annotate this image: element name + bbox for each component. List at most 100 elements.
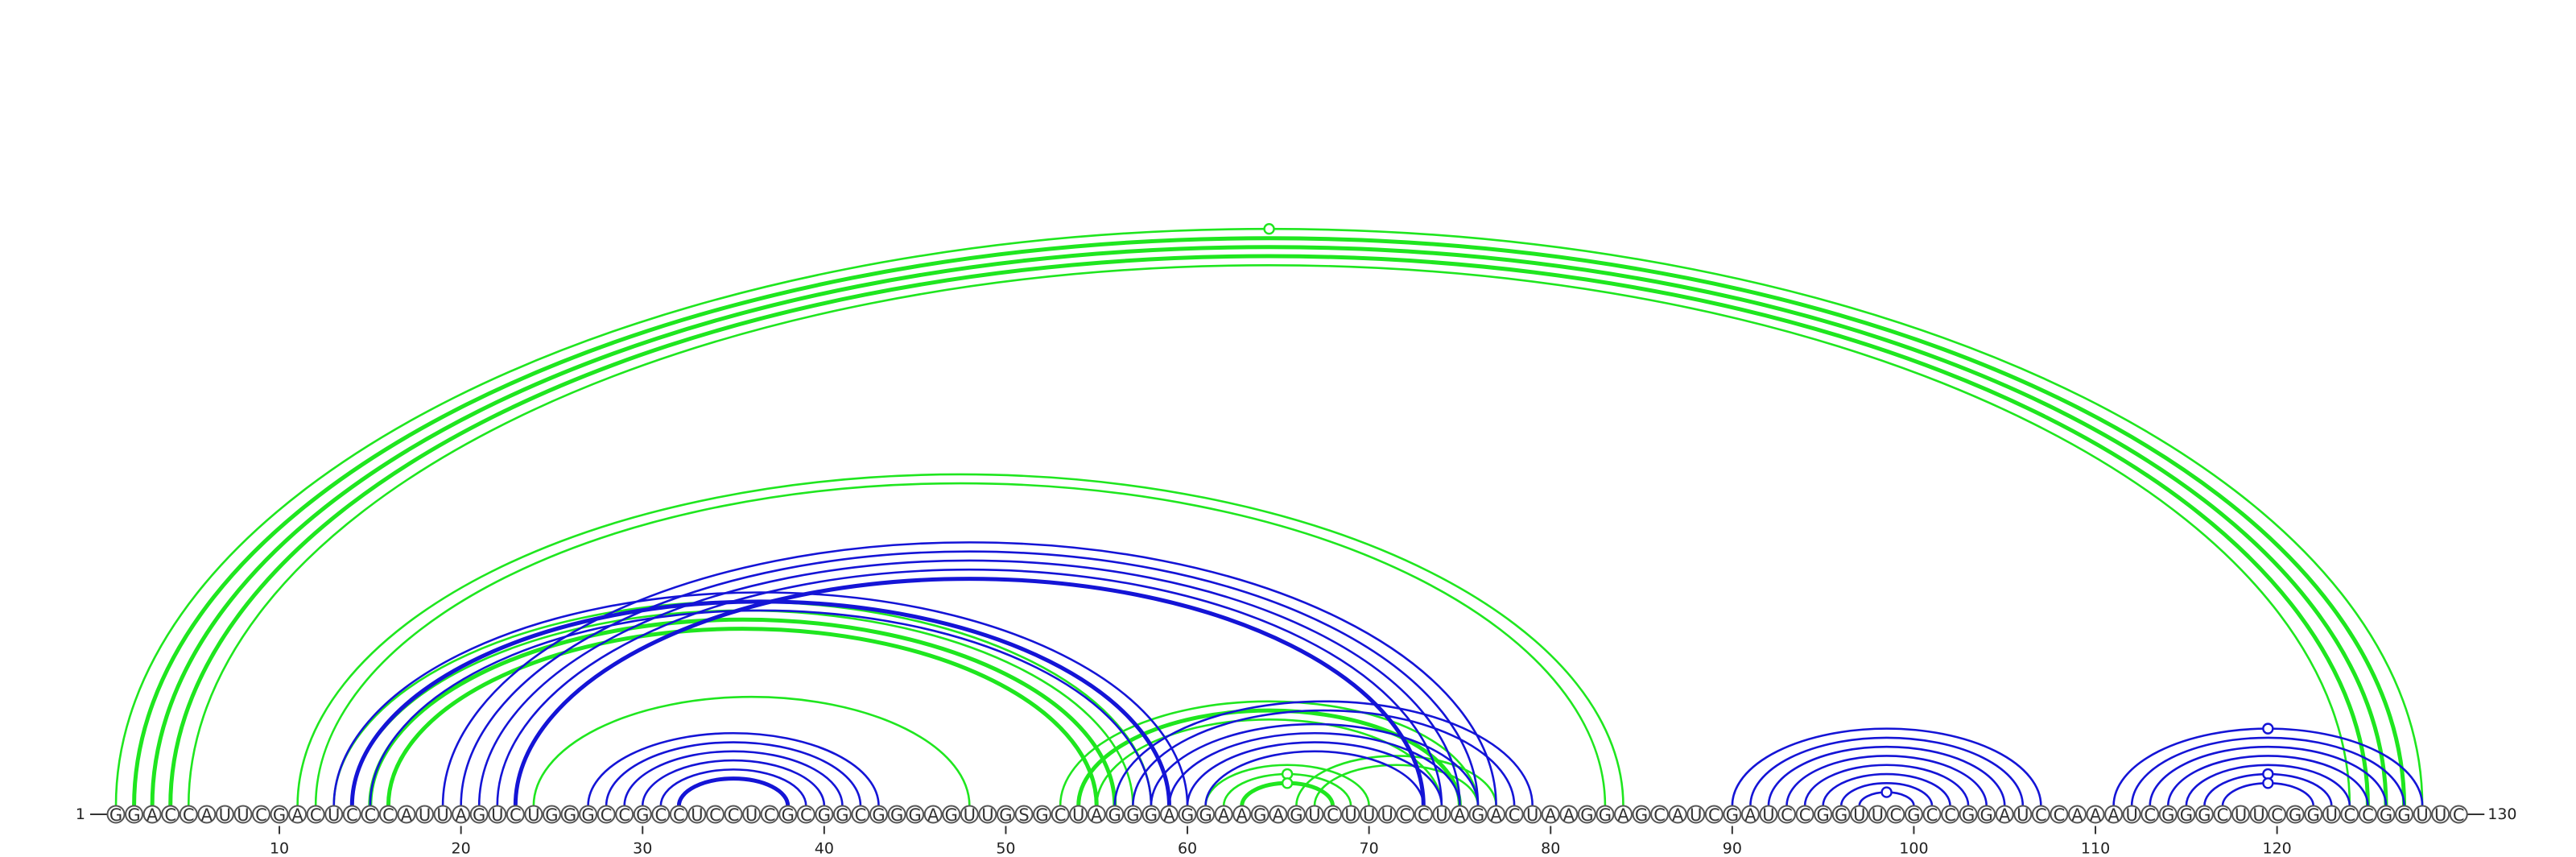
- nucleotide-116: G: [2194, 805, 2214, 825]
- nucleotide-letter: G: [109, 805, 122, 825]
- green-arcs-layer: [114, 227, 2424, 806]
- nucleotide-letter: G: [473, 805, 485, 825]
- blue-arc-94-103: [1803, 764, 1970, 806]
- position-ticks: 10 20 30 40 50 60 70 80 90 100 110 120: [270, 826, 2292, 857]
- nucleotide-letter: A: [147, 805, 159, 825]
- tick-label-100: 100: [1899, 840, 1928, 857]
- nucleotide-letter: C: [1653, 805, 1666, 825]
- nucleotide-letter: G: [1199, 805, 1212, 825]
- nucleotide-98: U: [1868, 805, 1887, 825]
- nucleotide-44: G: [887, 805, 906, 825]
- nucleotide-15: C: [361, 805, 380, 825]
- nucleotide-letter: G: [945, 805, 958, 825]
- nucleotide-letter: C: [346, 805, 358, 825]
- nucleotide-letter: G: [1835, 805, 1847, 825]
- blue-arc-111-128: [2112, 727, 2424, 806]
- nucleotide-letter: G: [273, 805, 286, 825]
- nucleotide-letter: G: [545, 805, 558, 825]
- blue-arc-57-78: [1132, 709, 1516, 806]
- nucleotide-102: C: [1941, 805, 1960, 825]
- nucleotide-20: A: [452, 805, 471, 825]
- tick-label-80: 80: [1541, 840, 1560, 857]
- tick-label-20: 20: [452, 840, 471, 857]
- nucleotide-82: G: [1577, 805, 1596, 825]
- nucleotide-30: G: [633, 805, 652, 825]
- nucleotide-124: C: [2340, 805, 2359, 825]
- nucleotide-26: G: [560, 805, 580, 825]
- nucleotide-letter: A: [401, 805, 413, 825]
- nucleotide-10: G: [270, 805, 289, 825]
- nucleotide-letter: U: [491, 805, 503, 825]
- nucleotide-113: C: [2140, 805, 2160, 825]
- nucleotide-letter: G: [1635, 805, 1648, 825]
- green-arc-15-56: [368, 617, 1117, 806]
- nucleotide-letter: C: [673, 805, 685, 825]
- nucleotide-letter: A: [455, 805, 467, 825]
- nucleotide-34: C: [705, 805, 724, 825]
- green-arc-24-48: [532, 695, 971, 806]
- nucleotide-letter: U: [1690, 805, 1702, 825]
- nucleotide-letter: C: [709, 805, 721, 825]
- nucleotide-letter: A: [1218, 805, 1230, 825]
- nucleotide-106: U: [2013, 805, 2033, 825]
- nucleotide-letter: G: [1126, 805, 1139, 825]
- nucleotide-letter: U: [2125, 805, 2137, 825]
- tick-label-30: 30: [633, 840, 652, 857]
- nucleotide-letter: C: [2144, 805, 2156, 825]
- nucleotide-letter: G: [636, 805, 649, 825]
- blue-arc-21-75: [477, 559, 1461, 806]
- nucleotide-19: U: [433, 805, 452, 825]
- nucleotide-letter: C: [255, 805, 267, 825]
- nucleotide-107: C: [2031, 805, 2050, 825]
- nucleotide-18: U: [415, 805, 435, 825]
- blue-arc-59-75: [1168, 732, 1461, 806]
- blue-arc-27-43: [587, 732, 880, 806]
- blue-arc-112-127: [2130, 736, 2405, 806]
- nucleotide-letter: C: [764, 805, 776, 825]
- blue-arc-56-79: [1113, 700, 1534, 806]
- nucleotide-letter: G: [999, 805, 1012, 825]
- nucleotide-letter: G: [1816, 805, 1829, 825]
- nucleotide-letter: C: [365, 805, 377, 825]
- nucleotide-49: U: [978, 805, 997, 825]
- green-arc-3-126: [150, 245, 2388, 806]
- nucleotide-letter: C: [2344, 805, 2356, 825]
- nucleotide-62: A: [1214, 805, 1233, 825]
- blue-arc-28-42: [605, 741, 862, 806]
- green-arc-11-84: [296, 473, 1624, 806]
- nucleotide-letter: U: [745, 805, 758, 825]
- blue-arc-14-59: [349, 599, 1171, 806]
- blue-arc-marker-111-128: [2262, 722, 2274, 735]
- nucleotide-letter: G: [836, 805, 848, 825]
- nucleotide-letter: A: [1490, 805, 1502, 825]
- nucleotide-67: U: [1305, 805, 1324, 825]
- green-arc-53-76: [1059, 700, 1480, 806]
- nucleotide-letter: C: [1944, 805, 1956, 825]
- nucleotide-64: G: [1250, 805, 1269, 825]
- nucleotide-86: C: [1650, 805, 1670, 825]
- nucleotide-71: U: [1377, 805, 1397, 825]
- nucleotide-100: G: [1904, 805, 1923, 825]
- nucleotide-84: A: [1613, 805, 1633, 825]
- nucleotide-9: C: [251, 805, 270, 825]
- tick-label-70: 70: [1360, 840, 1379, 857]
- nucleotide-letter: C: [1509, 805, 1521, 825]
- nucleotide-13: U: [324, 805, 344, 825]
- nucleotide-letter: G: [872, 805, 885, 825]
- nucleotide-letter: A: [927, 805, 939, 825]
- nucleotide-90: G: [1723, 805, 1742, 825]
- nucleotide-letter: U: [1308, 805, 1320, 825]
- nucleotide-96: G: [1831, 805, 1851, 825]
- blue-arc-marker-97-100: [1880, 786, 1893, 798]
- start-position-label: 1: [76, 805, 85, 823]
- nucleotide-letter: A: [1273, 805, 1285, 825]
- blue-arc-90-107: [1731, 727, 2042, 806]
- tick-label-120: 120: [2263, 840, 2292, 857]
- nucleotide-23: C: [506, 805, 525, 825]
- nucleotide-letter: G: [2198, 805, 2211, 825]
- nucleotide-55: A: [1087, 805, 1106, 825]
- nucleotide-letter: A: [1617, 805, 1629, 825]
- nucleotide-38: G: [778, 805, 798, 825]
- nucleotide-70: U: [1360, 805, 1379, 825]
